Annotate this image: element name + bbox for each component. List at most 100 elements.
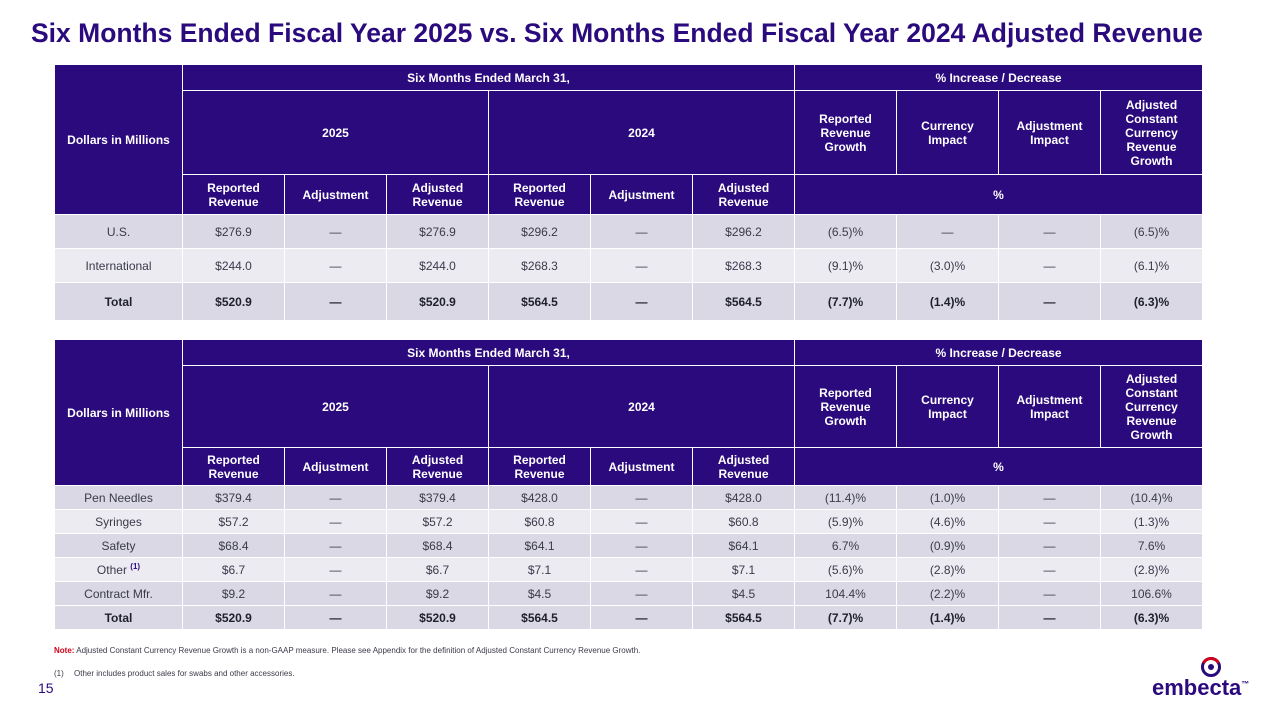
table-cell: (11.4)%	[794, 485, 897, 510]
table-cell: (2.2)%	[896, 581, 999, 606]
row-label: U.S.	[54, 214, 183, 249]
year-2025-header: 2025	[182, 90, 489, 175]
total-row: Total $520.9— $520.9 $564.5— $564.5 (7.7)% (1.…	[54, 282, 1203, 321]
note-text: Adjusted Constant Currency Revenue Growt…	[74, 646, 641, 655]
footnote-number: (1)	[54, 669, 64, 678]
sub-col-header: Adjusted Revenue	[692, 447, 795, 486]
table-cell: (2.8)%	[896, 557, 999, 582]
pct-symbol-header: %	[794, 174, 1203, 215]
row-label-text: U.S.	[106, 224, 131, 239]
sub-col-header: Adjustment	[284, 447, 387, 486]
table-cell: 7.6%	[1100, 533, 1203, 558]
row-label: Syringes	[54, 509, 183, 534]
growth-col-header: Currency Impact	[896, 365, 999, 448]
row-label-text: International	[85, 258, 152, 273]
table-cell: —	[998, 509, 1101, 534]
sub-col-header: Adjustment	[590, 447, 693, 486]
table-cell: $244.0	[182, 248, 285, 283]
logo-mark-icon	[1201, 657, 1221, 677]
table-cell: (3.0)%	[896, 248, 999, 283]
table-cell: $296.2	[488, 214, 591, 249]
table-cell: (1.3)%	[1100, 509, 1203, 534]
table-cell: —	[284, 605, 387, 630]
table-cell: $64.1	[488, 533, 591, 558]
table-cell: (7.7)%	[794, 605, 897, 630]
table-cell: $68.4	[182, 533, 285, 558]
table-cell: (2.8)%	[1100, 557, 1203, 582]
row-label-text: Syringes	[95, 514, 142, 529]
table-row: Safety $68.4— $68.4 $64.1— $64.1 6.7% (0.9)% —7…	[54, 533, 1203, 558]
year-2025-header: 2025	[182, 365, 489, 448]
table-cell: —	[998, 605, 1101, 630]
table-cell: —	[284, 557, 387, 582]
table-cell: $268.3	[692, 248, 795, 283]
sub-col-header: Adjustment	[284, 174, 387, 215]
sub-col-header: Adjustment	[590, 174, 693, 215]
table-cell: $7.1	[488, 557, 591, 582]
row-label-text: Other	[96, 563, 127, 577]
period-header: Six Months Ended March 31,	[182, 64, 795, 91]
table-cell: —	[590, 214, 693, 249]
regional-revenue-table: Dollars in Millions Six Months Ended Mar…	[54, 64, 1203, 321]
table-cell: (5.6)%	[794, 557, 897, 582]
growth-col-header: Adjusted Constant Currency Revenue Growt…	[1100, 365, 1203, 448]
growth-col-header: Adjusted Constant Currency Revenue Growt…	[1100, 90, 1203, 175]
table-cell: $520.9	[386, 282, 489, 321]
table-cell: $428.0	[692, 485, 795, 510]
growth-col-header: Adjustment Impact	[998, 365, 1101, 448]
table-cell: —	[284, 533, 387, 558]
sub-col-header: Reported Revenue	[488, 447, 591, 486]
table-cell: $60.8	[692, 509, 795, 534]
table-cell: —	[590, 485, 693, 510]
table-cell: —	[284, 509, 387, 534]
table-cell: $57.2	[386, 509, 489, 534]
table-cell: (7.7)%	[794, 282, 897, 321]
table-cell: $564.5	[692, 605, 795, 630]
table-cell: $520.9	[182, 605, 285, 630]
note: Note: Adjusted Constant Currency Revenue…	[54, 646, 640, 655]
table-cell: —	[590, 248, 693, 283]
table-cell: —	[284, 485, 387, 510]
period-header: Six Months Ended March 31,	[182, 339, 795, 366]
table-cell: $379.4	[386, 485, 489, 510]
table-cell: (6.3)%	[1100, 605, 1203, 630]
table-cell: (10.4)%	[1100, 485, 1203, 510]
table-cell: —	[998, 533, 1101, 558]
table-row: Other (1) $6.7— $6.7 $7.1— $7.1 (5.6)% (2.8)% —…	[54, 557, 1203, 582]
embecta-logo: embecta™	[1152, 656, 1257, 700]
table-cell: $520.9	[182, 282, 285, 321]
table-cell: —	[590, 605, 693, 630]
pct-header: % Increase / Decrease	[794, 64, 1203, 91]
table-cell: 104.4%	[794, 581, 897, 606]
table-cell: (4.6)%	[896, 509, 999, 534]
table-cell: $276.9	[386, 214, 489, 249]
table-cell: $564.5	[488, 605, 591, 630]
table-cell: (6.5)%	[1100, 214, 1203, 249]
table-cell: $276.9	[182, 214, 285, 249]
row-label: Safety	[54, 533, 183, 558]
growth-col-header: Reported Revenue Growth	[794, 90, 897, 175]
table-cell: $520.9	[386, 605, 489, 630]
table-cell: —	[590, 509, 693, 534]
table-cell: —	[998, 557, 1101, 582]
table-row: U.S. $276.9— $276.9 $296.2— $296.2 (6.5)% — — (6…	[54, 214, 1203, 249]
table-cell: —	[998, 214, 1101, 249]
row-label: Total	[54, 282, 183, 321]
table-row: Syringes $57.2— $57.2 $60.8— $60.8 (5.9)% (4.6…	[54, 509, 1203, 534]
table-cell: $57.2	[182, 509, 285, 534]
table-cell: $379.4	[182, 485, 285, 510]
row-label: Contract Mfr.	[54, 581, 183, 606]
page-title: Six Months Ended Fiscal Year 2025 vs. Si…	[31, 18, 1203, 48]
table-cell: $296.2	[692, 214, 795, 249]
pct-symbol-header: %	[794, 447, 1203, 486]
table-cell: $9.2	[182, 581, 285, 606]
table-row: International $244.0— $244.0 $268.3— $268.3(…	[54, 248, 1203, 283]
row-label-text: Total	[104, 610, 133, 625]
table-cell: (6.1)%	[1100, 248, 1203, 283]
sub-col-header: Reported Revenue	[488, 174, 591, 215]
row-label: Other (1)	[54, 557, 183, 582]
table-cell: (5.9)%	[794, 509, 897, 534]
sub-col-header: Adjusted Revenue	[386, 447, 489, 486]
footnote-marker: (1)	[130, 562, 141, 571]
growth-col-header: Adjustment Impact	[998, 90, 1101, 175]
